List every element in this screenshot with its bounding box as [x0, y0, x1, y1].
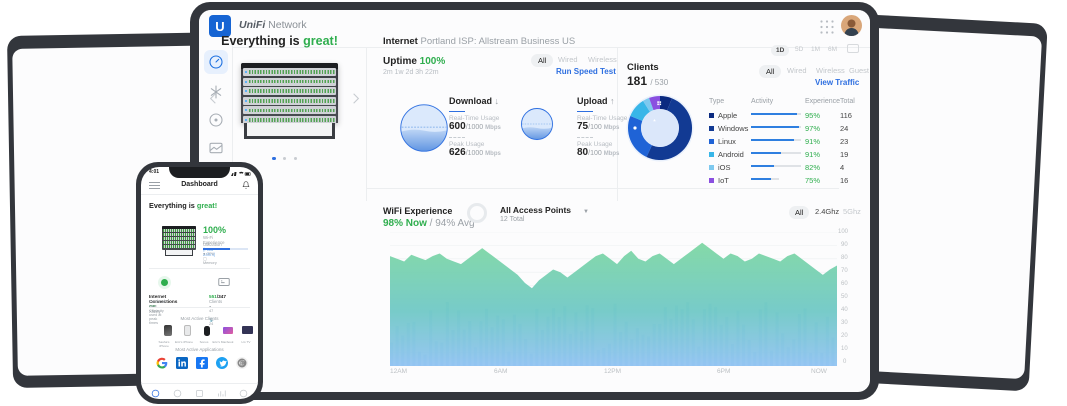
svg-text:U: U — [215, 19, 224, 34]
